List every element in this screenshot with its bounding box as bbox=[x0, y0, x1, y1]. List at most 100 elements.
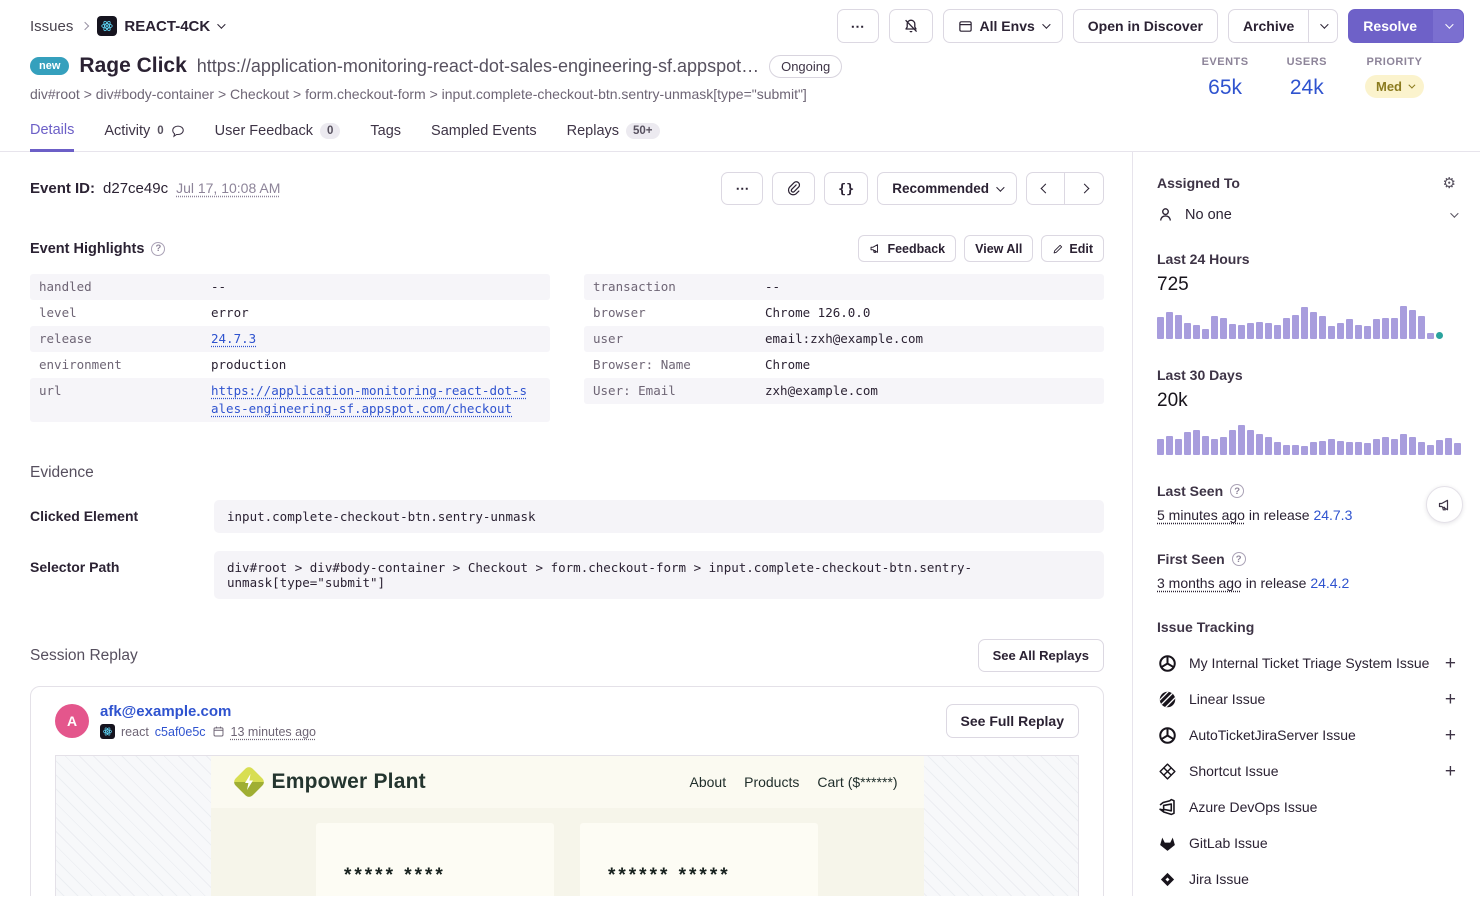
assignee-value: No one bbox=[1185, 206, 1232, 223]
add-issue-button[interactable]: + bbox=[1444, 688, 1456, 710]
edit-button[interactable]: Edit bbox=[1041, 235, 1104, 262]
see-full-replay-button[interactable]: See Full Replay bbox=[945, 704, 1079, 738]
priority-value: Med bbox=[1376, 79, 1402, 94]
previous-event-button[interactable] bbox=[1026, 172, 1065, 205]
add-issue-button[interactable]: + bbox=[1444, 760, 1456, 782]
highlight-key: handled bbox=[39, 279, 92, 294]
feedback-button[interactable]: Feedback bbox=[858, 235, 957, 262]
event-navigation-bar: Event ID: d27ce49c Jul 17, 10:08 AM ⋯ {}… bbox=[30, 172, 1104, 205]
replay-product-card: ****** ***** **** ****** ***** *** *****… bbox=[580, 823, 818, 896]
replay-product-card: ***** **** *** **** **** *** ******* Add… bbox=[316, 823, 554, 896]
next-event-button[interactable] bbox=[1065, 172, 1104, 205]
see-all-replays-button[interactable]: See All Replays bbox=[977, 639, 1104, 672]
gear-icon[interactable]: ⚙ bbox=[1442, 174, 1456, 192]
window-icon bbox=[958, 20, 972, 32]
event-highlights-header: Event Highlights ? Feedback View All Edi… bbox=[30, 235, 1104, 262]
curly-braces-icon: {} bbox=[837, 180, 855, 197]
url-link[interactable]: https://application-monitoring-react-dot… bbox=[211, 383, 528, 416]
replay-page-body: ***** **** *** **** **** *** ******* Add… bbox=[210, 808, 924, 896]
tab-activity[interactable]: Activity 0 bbox=[104, 122, 184, 151]
highlight-row: user email:zxh@example.com bbox=[584, 326, 1104, 352]
users-count-link[interactable]: 24k bbox=[1289, 76, 1324, 99]
users-stat-label: USERS bbox=[1286, 56, 1327, 68]
replay-player-viewport[interactable]: Empower Plant About Products Cart ($****… bbox=[55, 755, 1079, 896]
recommended-label: Recommended bbox=[892, 181, 989, 196]
last-24-hours-title: Last 24 Hours bbox=[1157, 251, 1250, 267]
archive-dropdown-button[interactable] bbox=[1309, 9, 1339, 43]
tracking-item: Azure DevOps Issue bbox=[1157, 789, 1456, 825]
assignee-selector[interactable]: No one bbox=[1157, 206, 1459, 223]
breadcrumb-issues-link[interactable]: Issues bbox=[30, 17, 74, 35]
feedback-label: Feedback bbox=[887, 241, 946, 256]
tab-tags[interactable]: Tags bbox=[370, 122, 401, 151]
resolve-dropdown-button[interactable] bbox=[1432, 9, 1464, 43]
jira-icon bbox=[1157, 869, 1177, 889]
environment-selector[interactable]: All Envs bbox=[942, 9, 1063, 43]
tab-label: Sampled Events bbox=[431, 123, 537, 139]
more-options-button[interactable]: ⋯ bbox=[836, 9, 879, 43]
replay-card: A afk@example.com react c5af0e5c 13 minu bbox=[30, 686, 1104, 896]
view-all-button[interactable]: View All bbox=[964, 235, 1034, 262]
event-timestamp[interactable]: Jul 17, 10:08 AM bbox=[176, 180, 281, 196]
replay-id-link[interactable]: c5af0e5c bbox=[154, 724, 206, 739]
project-selector[interactable]: REACT-4CK bbox=[97, 16, 226, 36]
first-seen-ago[interactable]: 3 months ago bbox=[1157, 575, 1242, 591]
megaphone-icon bbox=[1438, 499, 1448, 510]
first-seen-mid: in release bbox=[1245, 575, 1307, 591]
event-sort-selector[interactable]: Recommended bbox=[877, 172, 1017, 205]
last-seen-title: Last Seen bbox=[1157, 483, 1224, 499]
evidence-title: Evidence bbox=[30, 464, 94, 481]
add-issue-button[interactable]: + bbox=[1444, 652, 1456, 674]
attachments-button[interactable] bbox=[771, 172, 815, 205]
add-issue-button[interactable]: + bbox=[1444, 724, 1456, 746]
view-all-label: View All bbox=[975, 241, 1023, 256]
floating-feedback-button[interactable] bbox=[1426, 486, 1463, 523]
resolve-button[interactable]: Resolve bbox=[1348, 9, 1432, 43]
last-30-days-chart[interactable] bbox=[1157, 421, 1461, 455]
archive-button[interactable]: Archive bbox=[1227, 9, 1310, 43]
event-highlights-title: Event Highlights bbox=[30, 240, 145, 257]
replay-user-link[interactable]: afk@example.com bbox=[100, 703, 232, 720]
tracking-item-label: AutoTicketJiraServer Issue bbox=[1189, 727, 1356, 743]
release-link[interactable]: 24.7.3 bbox=[211, 331, 257, 346]
mute-button[interactable] bbox=[888, 9, 933, 43]
main-column: Event ID: d27ce49c Jul 17, 10:08 AM ⋯ {}… bbox=[0, 152, 1132, 896]
priority-selector[interactable]: Med bbox=[1365, 75, 1424, 98]
shortcut-icon bbox=[1157, 761, 1177, 781]
tab-user-feedback[interactable]: User Feedback 0 bbox=[215, 122, 341, 151]
open-in-discover-button[interactable]: Open in Discover bbox=[1072, 9, 1218, 43]
issue-title: Rage Click bbox=[79, 54, 187, 77]
issue-stats: EVENTS 65k USERS 24k PRIORITY Med bbox=[1202, 56, 1450, 102]
tracking-item: Linear Issue + bbox=[1157, 681, 1456, 717]
last-seen-release-link[interactable]: 24.7.3 bbox=[1313, 507, 1353, 523]
help-icon[interactable]: ? bbox=[1231, 552, 1246, 566]
json-button[interactable]: {} bbox=[823, 172, 869, 205]
chevron-left-icon bbox=[1040, 183, 1051, 194]
replay-nav-cart: Cart ($******) bbox=[817, 774, 898, 790]
last-seen-ago[interactable]: 5 minutes ago bbox=[1157, 507, 1245, 523]
breadcrumb-separator-icon bbox=[81, 21, 90, 31]
resolve-label: Resolve bbox=[1363, 18, 1417, 34]
replay-time-ago[interactable]: 13 minutes ago bbox=[230, 724, 317, 739]
tab-sampled-events[interactable]: Sampled Events bbox=[431, 122, 537, 151]
highlight-key: transaction bbox=[593, 279, 676, 294]
last-24-hours-chart[interactable] bbox=[1157, 305, 1456, 339]
tracking-item-label: Linear Issue bbox=[1189, 691, 1266, 707]
replay-brand-name: Empower Plant bbox=[271, 770, 426, 793]
help-icon[interactable]: ? bbox=[1230, 484, 1245, 498]
first-seen-release-link[interactable]: 24.4.2 bbox=[1310, 575, 1350, 591]
new-badge: new bbox=[30, 57, 70, 75]
highlight-row: url https://application-monitoring-react-… bbox=[30, 378, 550, 422]
tab-label: Tags bbox=[370, 123, 402, 139]
session-replay-title: Session Replay bbox=[30, 646, 138, 664]
chevron-down-icon bbox=[1320, 20, 1329, 29]
event-more-button[interactable]: ⋯ bbox=[721, 172, 763, 205]
assigned-to-title: Assigned To bbox=[1157, 175, 1240, 191]
highlight-value: error bbox=[211, 305, 249, 320]
events-count-link[interactable]: 65k bbox=[1208, 76, 1243, 99]
help-icon[interactable]: ? bbox=[151, 241, 166, 256]
tab-replays[interactable]: Replays 50+ bbox=[567, 122, 660, 151]
tracking-item: Jira Issue bbox=[1157, 861, 1456, 897]
tab-details[interactable]: Details bbox=[30, 122, 75, 152]
